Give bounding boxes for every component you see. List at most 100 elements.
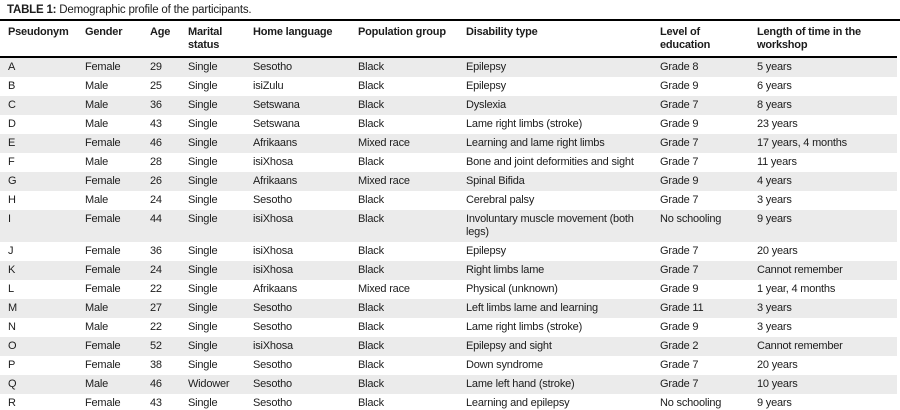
table-cell: Bone and joint deformities and sight xyxy=(466,156,634,168)
table-cell: Female xyxy=(85,61,121,73)
table-cell: L xyxy=(8,283,14,295)
table-cell: 11 years xyxy=(757,156,797,168)
table-cell: Black xyxy=(358,61,384,73)
table-cell: Physical (unknown) xyxy=(466,283,558,295)
table-cell: 36 xyxy=(150,99,162,111)
table-cell: 28 xyxy=(150,156,162,168)
table-cell: Male xyxy=(85,80,109,92)
table-cell: 27 xyxy=(150,302,162,314)
table-cell: Down syndrome xyxy=(466,359,543,371)
table-cell: Grade 11 xyxy=(660,302,704,314)
table-cell: Black xyxy=(358,359,384,371)
table-cell: Male xyxy=(85,378,109,390)
table-cell: Black xyxy=(358,321,384,333)
table-cell: No schooling xyxy=(660,397,722,409)
table-row: K Female 24 Single isiXhosa Black Right limbs … xyxy=(0,261,897,280)
table-caption-text: Demographic profile of the participants. xyxy=(56,4,252,16)
table-row: F Male 28 Single isiXhosa Black Bone and joint… xyxy=(0,153,897,172)
table-cell: 22 xyxy=(150,321,162,333)
table-row: I Female 44 Single isiXhosa Black Involuntary … xyxy=(0,210,897,242)
table-cell: Right limbs lame xyxy=(466,264,545,276)
table-cell: Epilepsy and sight xyxy=(466,340,552,352)
table-cell: Single xyxy=(188,80,218,92)
table-cell: I xyxy=(8,213,11,225)
table-cell: Single xyxy=(188,245,218,257)
column-header: Length of time in the workshop xyxy=(757,21,897,58)
table-cell: Grade 8 xyxy=(660,61,699,73)
table-row: A Female 29 Single Sesotho Black Epilepsy Grade… xyxy=(0,57,897,77)
table-cell: Male xyxy=(85,156,109,168)
table-cell: D xyxy=(8,118,16,130)
table-cell: N xyxy=(8,321,16,333)
table-row: J Female 36 Single isiXhosa Black Epilepsy Grad… xyxy=(0,242,897,261)
table-cell: Female xyxy=(85,359,121,371)
table-cell: Male xyxy=(85,302,109,314)
table-cell: Single xyxy=(188,340,218,352)
table-cell: P xyxy=(8,359,16,371)
table-cell: Black xyxy=(358,397,384,409)
demographics-table: Pseudonym Gender Age Marital status Home lan… xyxy=(0,21,897,410)
table-cell: 8 years xyxy=(757,99,792,111)
table-cell: 43 xyxy=(150,397,162,409)
table-cell: 26 xyxy=(150,175,162,187)
table-cell: Grade 7 xyxy=(660,137,699,149)
table-cell: 20 years xyxy=(757,359,798,371)
table-cell: Single xyxy=(188,156,218,168)
table-cell: Epilepsy xyxy=(466,80,506,92)
table-cell: 44 xyxy=(150,213,162,225)
table-cell: Female xyxy=(85,264,121,276)
table-cell: Learning and epilepsy xyxy=(466,397,570,409)
table-cell: A xyxy=(8,61,16,73)
table-cell: isiXhosa xyxy=(253,245,293,257)
table-cell: Single xyxy=(188,61,218,73)
table-cell: Sesotho xyxy=(253,302,292,314)
table-cell: Single xyxy=(188,397,218,409)
table-header-row: Pseudonym Gender Age Marital status Home lan… xyxy=(0,21,897,58)
table-cell: Q xyxy=(8,378,17,390)
table-cell: Single xyxy=(188,213,218,225)
table-row: B Male 25 Single isiZulu Black Epilepsy Grade 9… xyxy=(0,77,897,96)
table-row: N Male 22 Single Sesotho Black Lame right limb… xyxy=(0,318,897,337)
column-header: Age xyxy=(150,21,188,58)
table-cell: Black xyxy=(358,194,384,206)
table-cell: Single xyxy=(188,283,218,295)
table-cell: isiXhosa xyxy=(253,340,293,352)
table-cell: Single xyxy=(188,302,218,314)
table-cell: Grade 9 xyxy=(660,118,699,130)
table-cell: 24 xyxy=(150,264,162,276)
table-cell: Single xyxy=(188,118,218,130)
table-cell: Black xyxy=(358,156,384,168)
table-cell: Grade 7 xyxy=(660,156,699,168)
table-cell: Sesotho xyxy=(253,194,292,206)
column-header: Level of education xyxy=(660,21,757,58)
table-cell: 20 years xyxy=(757,245,798,257)
table-row: O Female 52 Single isiXhosa Black Epilepsy and… xyxy=(0,337,897,356)
table-cell: 46 xyxy=(150,137,162,149)
table-cell: Female xyxy=(85,283,121,295)
table-cell: Grade 9 xyxy=(660,175,699,187)
table-cell: 43 xyxy=(150,118,162,130)
table-cell: Grade 7 xyxy=(660,245,699,257)
table-cell: Single xyxy=(188,175,218,187)
table-cell: Cannot remember xyxy=(757,340,843,352)
table-cell: isiZulu xyxy=(253,80,284,92)
table-cell: 29 xyxy=(150,61,162,73)
table-cell: Grade 7 xyxy=(660,359,699,371)
table-cell: isiXhosa xyxy=(253,264,293,276)
table-cell: 9 years xyxy=(757,397,792,409)
table-cell: Lame right limbs (stroke) xyxy=(466,321,583,333)
table-cell: Grade 7 xyxy=(660,99,699,111)
table-cell: 17 years, 4 months xyxy=(757,137,847,149)
table-cell: 46 xyxy=(150,378,162,390)
table-cell: 52 xyxy=(150,340,162,352)
table-cell: isiXhosa xyxy=(253,213,293,225)
table-cell: Lame left hand (stroke) xyxy=(466,378,575,390)
table-cell: Involuntary muscle movement (both legs) xyxy=(466,213,634,238)
table-cell: Afrikaans xyxy=(253,175,298,187)
table-cell: Cannot remember xyxy=(757,264,843,276)
table-cell: F xyxy=(8,156,15,168)
table-row: L Female 22 Single Afrikaans Mixed race Physic… xyxy=(0,280,897,299)
table-cell: Mixed race xyxy=(358,137,410,149)
table-row: Q Male 46 Widower Sesotho Black Lame left hand… xyxy=(0,375,897,394)
